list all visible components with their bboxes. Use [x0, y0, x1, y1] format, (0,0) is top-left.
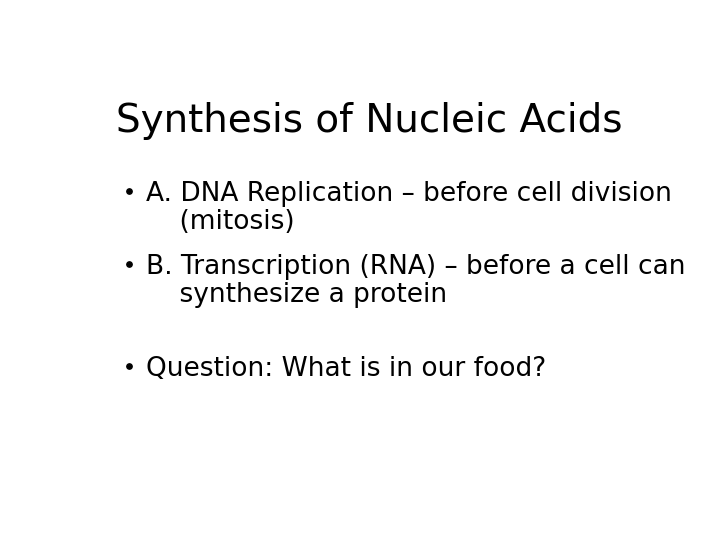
Text: Question: What is in our food?: Question: What is in our food?: [145, 356, 546, 382]
Text: (mitosis): (mitosis): [145, 209, 294, 235]
Text: A. DNA Replication – before cell division: A. DNA Replication – before cell divisio…: [145, 181, 672, 207]
Text: synthesize a protein: synthesize a protein: [145, 281, 447, 308]
Text: B. Transcription (RNA) – before a cell can: B. Transcription (RNA) – before a cell c…: [145, 254, 685, 280]
Text: Synthesis of Nucleic Acids: Synthesis of Nucleic Acids: [116, 102, 622, 140]
